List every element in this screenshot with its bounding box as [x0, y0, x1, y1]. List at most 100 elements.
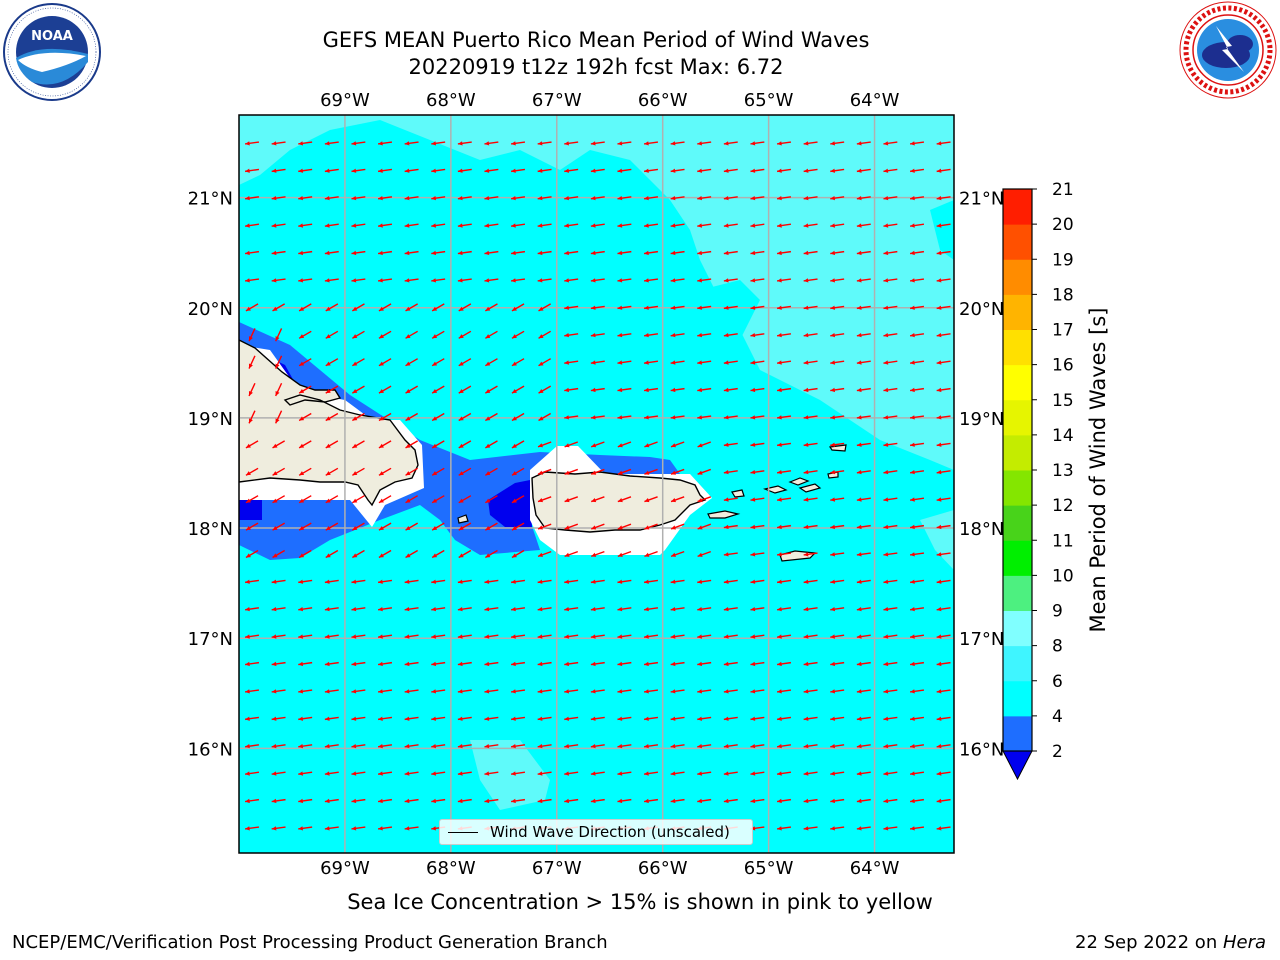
wave-direction-arrow — [248, 382, 256, 397]
svg-text:NOAA: NOAA — [31, 29, 73, 44]
wave-direction-arrow — [564, 634, 579, 639]
longitude-labels-bottom: 69°W 68°W 67°W 66°W 65°W 64°W — [320, 858, 900, 879]
wave-direction-arrow — [564, 468, 579, 475]
wave-direction-arrow — [511, 440, 525, 449]
wave-direction-arrow — [803, 798, 818, 804]
wave-direction-arrow — [936, 415, 951, 420]
wave-direction-arrow — [670, 278, 685, 283]
wave-direction-arrow — [670, 661, 685, 667]
wave-direction-arrow — [883, 442, 898, 447]
wave-direction-arrow — [830, 415, 845, 420]
wave-direction-arrow — [750, 661, 765, 667]
wave-direction-arrow — [856, 278, 871, 283]
wave-direction-arrow — [617, 387, 632, 393]
wave-direction-arrow — [883, 634, 898, 639]
wave-direction-arrow — [830, 661, 845, 667]
wave-direction-arrow — [510, 168, 526, 173]
wave-direction-arrow — [377, 141, 393, 146]
wave-direction-arrow — [936, 250, 951, 256]
colorbar-segment — [1003, 540, 1032, 576]
wave-direction-arrow — [537, 606, 552, 612]
wave-direction-arrow — [484, 495, 498, 504]
wave-direction-arrow — [324, 278, 339, 283]
wave-direction-arrow — [617, 798, 632, 804]
lat-label-left: 19°N — [188, 409, 233, 430]
wave-direction-arrow — [325, 495, 339, 504]
wave-direction-arrow — [776, 798, 792, 804]
wave-direction-arrow — [723, 415, 738, 420]
wave-direction-arrow — [909, 634, 925, 639]
wave-direction-arrow — [670, 689, 685, 694]
wave-direction-arrow — [590, 716, 605, 721]
wave-direction-arrow — [431, 330, 445, 339]
wave-direction-arrow — [776, 771, 792, 776]
wave-direction-arrow — [830, 223, 845, 228]
wave-direction-arrow — [378, 330, 392, 339]
wave-direction-arrow — [750, 360, 765, 365]
wave-direction-arrow — [909, 798, 925, 804]
wave-direction-arrow — [883, 250, 898, 256]
wave-direction-arrow — [275, 382, 283, 397]
wave-direction-arrow — [404, 743, 419, 749]
wave-direction-arrow — [697, 468, 712, 475]
wave-direction-arrow — [431, 689, 446, 694]
wave-direction-arrow — [404, 716, 419, 721]
wave-direction-arrow — [909, 195, 925, 201]
wave-direction-arrow — [351, 303, 365, 312]
colorbar-tick-label: 18 — [1052, 285, 1074, 305]
wave-direction-arrow — [590, 798, 605, 804]
wave-direction-arrow — [909, 141, 925, 146]
wave-direction-arrow — [909, 826, 925, 831]
wave-direction-arrow — [271, 278, 286, 283]
wave-direction-arrow — [856, 661, 871, 667]
wave-direction-arrow — [617, 579, 632, 584]
wave-direction-arrow — [271, 771, 286, 776]
wave-direction-arrow — [537, 441, 552, 448]
wave-direction-arrow — [643, 195, 659, 201]
wave-direction-arrow — [670, 223, 685, 228]
wave-direction-arrow — [803, 442, 818, 447]
wave-direction-arrow — [803, 497, 818, 502]
wave-direction-arrow — [883, 524, 898, 530]
legend-line-swatch — [448, 832, 478, 833]
wave-direction-arrow — [643, 689, 659, 694]
wave-direction-arrow — [909, 606, 925, 612]
longitude-labels-top: 69°W 68°W 67°W 66°W 65°W 64°W — [320, 90, 900, 111]
wave-direction-arrow — [298, 743, 313, 749]
wave-direction-arrow — [644, 550, 658, 558]
wave-direction-arrow — [909, 415, 925, 420]
wave-direction-arrow — [856, 497, 871, 502]
wave-direction-arrow — [856, 442, 871, 447]
wave-direction-arrow — [271, 689, 286, 694]
wave-direction-arrow — [272, 467, 286, 476]
colorbar-tick-label: 4 — [1052, 707, 1063, 727]
wave-direction-arrow — [244, 661, 260, 667]
wave-direction-arrow — [909, 360, 925, 365]
wave-direction-arrow — [537, 496, 552, 503]
wave-direction-arrow — [643, 223, 659, 228]
wave-direction-arrow — [617, 141, 632, 146]
wave-direction-arrow — [351, 689, 366, 694]
wave-direction-arrow — [670, 634, 685, 639]
wave-direction-arrow — [564, 798, 579, 804]
wave-direction-arrow — [325, 440, 339, 449]
wave-direction-arrow — [803, 195, 818, 201]
colorbar-tick-label: 17 — [1052, 321, 1074, 341]
wave-direction-arrow — [670, 415, 685, 420]
wave-direction-arrow — [723, 661, 738, 667]
wave-direction-arrow — [617, 360, 632, 365]
wave-direction-arrow — [431, 358, 445, 367]
wave-direction-arrow — [856, 524, 871, 530]
wave-direction-arrow — [883, 168, 898, 173]
wave-direction-arrow — [564, 523, 579, 530]
wave-direction-arrow — [750, 552, 765, 557]
colorbar-segment — [1003, 364, 1032, 401]
wave-direction-arrow — [248, 328, 256, 342]
wave-direction-arrow — [830, 195, 845, 201]
wave-direction-arrow — [909, 442, 925, 447]
wave-direction-arrow — [431, 661, 446, 667]
wave-direction-arrow — [883, 826, 898, 831]
wave-direction-arrow — [457, 634, 472, 639]
wave-direction-arrow — [244, 168, 260, 173]
wave-direction-arrow — [803, 771, 818, 776]
